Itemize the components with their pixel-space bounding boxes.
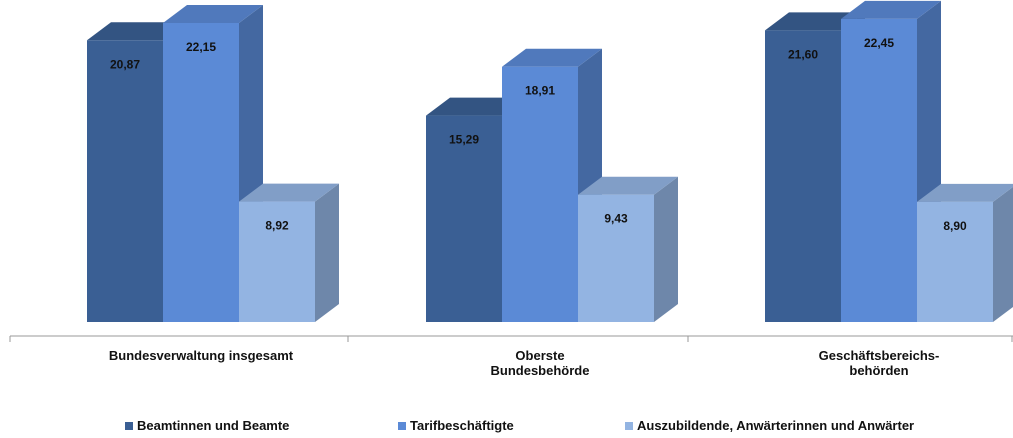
- data-label: 18,91: [525, 84, 555, 98]
- category-label: Geschäftsbereichs-: [819, 348, 940, 363]
- data-label: 8,90: [943, 219, 967, 233]
- bar-front: [578, 194, 654, 322]
- bar-0-2: [239, 183, 339, 322]
- category-label: Oberste: [515, 348, 564, 363]
- bar-top: [87, 22, 187, 41]
- data-label: 20,87: [110, 57, 140, 71]
- legend-label-tarif: Tarifbeschäftigte: [410, 418, 514, 433]
- data-label: 22,45: [864, 36, 894, 50]
- category-label: Bundesverwaltung insgesamt: [109, 348, 294, 363]
- data-label: 22,15: [186, 40, 216, 54]
- bar-top: [578, 176, 678, 195]
- legend-swatch-auszubildende: [625, 421, 633, 430]
- chart-canvas: Bundesverwaltung insgesamt ObersteBundesb…: [9, 0, 1013, 378]
- bar-top: [917, 183, 1013, 202]
- category-label: behörden: [849, 363, 908, 378]
- bar-front: [87, 40, 163, 322]
- bar-front: [765, 30, 841, 323]
- bar-front: [426, 115, 502, 323]
- bar-top: [502, 48, 602, 67]
- bar-front: [163, 22, 239, 322]
- legend-swatch-beamte: [125, 421, 133, 430]
- bar-2-2: [917, 183, 1013, 322]
- legend-item-tarif: Tarifbeschäftigte: [398, 418, 514, 433]
- bar-side: [315, 183, 339, 322]
- data-label: 8,92: [265, 219, 289, 233]
- bar-1-2: [578, 176, 678, 322]
- bar-front: [502, 66, 578, 322]
- data-labels-layer: 20,87 22,15 8,92 15,29 18,91 9,43 21,60 22,45 8,…: [110, 36, 967, 233]
- x-axis: Bundesverwaltung insgesamt ObersteBundesb…: [9, 335, 1013, 378]
- category-label: Bundesbehörde: [491, 363, 590, 378]
- bars-layer: [87, 0, 1013, 323]
- bar-front: [917, 201, 993, 322]
- legend-label-auszubildende: Auszubildende, Anwärterinnen und Anwärte…: [637, 418, 915, 433]
- bar-top: [163, 4, 263, 23]
- legend-item-beamte: Beamtinnen und Beamte: [125, 418, 289, 433]
- data-label: 15,29: [449, 133, 479, 147]
- bar-front: [239, 201, 315, 322]
- bar-side: [993, 186, 1013, 322]
- bar-top: [426, 97, 526, 116]
- legend-label-beamte: Beamtinnen und Beamte: [137, 418, 290, 433]
- bar-top: [841, 0, 941, 19]
- data-label: 21,60: [788, 47, 818, 61]
- bar-top: [765, 12, 865, 31]
- bar-top: [239, 183, 339, 202]
- legend: Beamtinnen und Beamte Tarifbeschäftigte …: [0, 418, 1013, 436]
- legend-item-auszubildende: Auszubildende, Anwärterinnen und Anwärte…: [625, 418, 914, 433]
- legend-swatch-tarif: [398, 421, 406, 430]
- bar-side: [654, 176, 678, 322]
- data-label: 9,43: [604, 212, 628, 226]
- bar-0-1: [163, 4, 263, 322]
- bar-front: [841, 18, 917, 323]
